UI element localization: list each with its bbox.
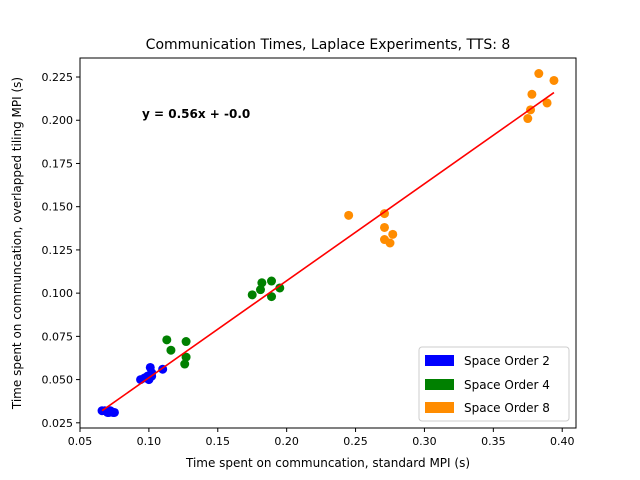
data-point-series-3 xyxy=(385,238,395,248)
data-point-series-3 xyxy=(549,75,559,85)
data-point-series-2 xyxy=(166,345,176,355)
legend-swatch-series-1 xyxy=(425,355,454,366)
x-tick-label: 0.25 xyxy=(343,435,368,448)
y-tick-label: 0.050 xyxy=(42,374,74,387)
legend: Space Order 2 Space Order 4 Space Order … xyxy=(418,346,570,422)
y-tick-label: 0.225 xyxy=(42,71,74,84)
y-tick-label: 0.200 xyxy=(42,114,74,127)
data-point-series-2 xyxy=(180,359,190,369)
legend-box xyxy=(418,346,570,422)
data-point-series-2 xyxy=(162,335,172,345)
x-tick-label: 0.20 xyxy=(274,435,299,448)
legend-swatch-series-3 xyxy=(425,402,454,413)
y-tick-label: 0.125 xyxy=(42,244,74,257)
data-point-series-3 xyxy=(388,229,398,239)
x-tick-label: 0.05 xyxy=(68,435,93,448)
y-tick-label: 0.100 xyxy=(42,287,74,300)
x-tick-label: 0.40 xyxy=(550,435,575,448)
data-point-series-2 xyxy=(267,276,277,286)
data-point-series-3 xyxy=(344,210,354,220)
legend-swatch-series-2 xyxy=(425,379,454,390)
legend-label-series-2: Space Order 4 xyxy=(464,378,550,392)
data-point-series-2 xyxy=(267,292,277,302)
plot-marks xyxy=(97,69,559,417)
data-point-series-2 xyxy=(257,278,267,288)
data-point-series-1 xyxy=(109,407,119,417)
y-tick-label: 0.150 xyxy=(42,201,74,214)
data-point-series-2 xyxy=(247,290,257,300)
data-point-series-2 xyxy=(181,352,191,362)
data-point-series-3 xyxy=(534,69,544,79)
x-tick-label: 0.15 xyxy=(206,435,231,448)
legend-label-series-1: Space Order 2 xyxy=(464,354,550,368)
fit-line xyxy=(101,91,555,412)
x-tick-label: 0.10 xyxy=(137,435,162,448)
x-axis-label: Time spent on communcation, standard MPI… xyxy=(185,456,470,470)
x-axis: 0.05 0.10 0.15 0.20 0.25 0.30 0.35 0.40 xyxy=(68,428,575,448)
data-point-series-2 xyxy=(181,337,191,347)
data-point-series-3 xyxy=(523,114,533,124)
data-point-series-2 xyxy=(275,283,285,293)
chart-title: Communication Times, Laplace Experiments… xyxy=(146,37,511,53)
data-point-series-3 xyxy=(379,209,389,219)
data-point-series-3 xyxy=(379,222,389,232)
y-tick-label: 0.075 xyxy=(42,330,74,343)
legend-label-series-3: Space Order 8 xyxy=(464,401,550,415)
y-axis: 0.025 0.050 0.075 0.100 0.125 0.150 0.175 0.200… xyxy=(42,71,80,430)
fit-equation-annotation: y = 0.56x + -0.0 xyxy=(142,107,250,121)
x-tick-label: 0.30 xyxy=(412,435,437,448)
y-axis-label: Time spent on communcation, overlapped t… xyxy=(10,77,24,410)
data-point-series-3 xyxy=(527,89,537,99)
y-tick-label: 0.175 xyxy=(42,157,74,170)
x-tick-label: 0.35 xyxy=(481,435,506,448)
data-point-series-3 xyxy=(542,98,552,108)
plot-frame xyxy=(79,57,577,429)
y-tick-label: 0.025 xyxy=(42,417,74,430)
data-point-series-2 xyxy=(255,285,265,295)
